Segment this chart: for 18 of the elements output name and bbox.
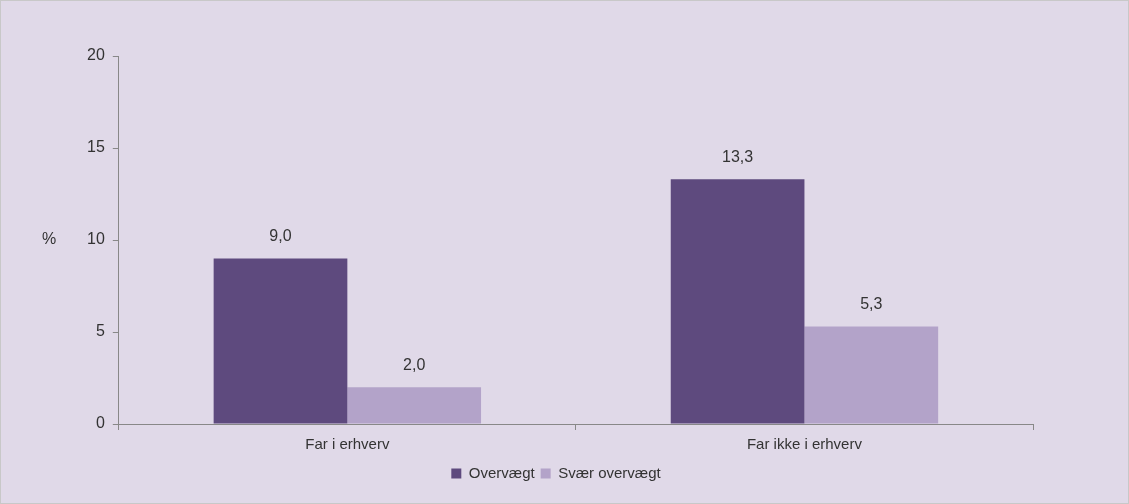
y-tick-label: 10 <box>87 230 105 248</box>
x-tick-label: Far ikke i erhverv <box>746 435 863 453</box>
bar <box>213 258 348 424</box>
y-tick-label: 20 <box>87 46 105 64</box>
data-label: 2,0 <box>403 355 426 373</box>
data-label: 9,0 <box>269 226 292 244</box>
legend-label: Overvægt <box>468 463 536 481</box>
x-tick-label: Far i erhverv <box>305 435 390 453</box>
legend-label: Svær overvægt <box>558 463 662 481</box>
bar <box>670 179 805 424</box>
data-label: 5,3 <box>860 294 883 312</box>
bar <box>804 326 939 424</box>
y-tick-label: 15 <box>87 138 105 156</box>
y-axis-title: % <box>41 230 57 248</box>
y-tick-label: 0 <box>95 414 105 432</box>
data-label: 13,3 <box>722 147 754 165</box>
y-tick-label: 5 <box>95 322 105 340</box>
bar <box>347 387 482 424</box>
